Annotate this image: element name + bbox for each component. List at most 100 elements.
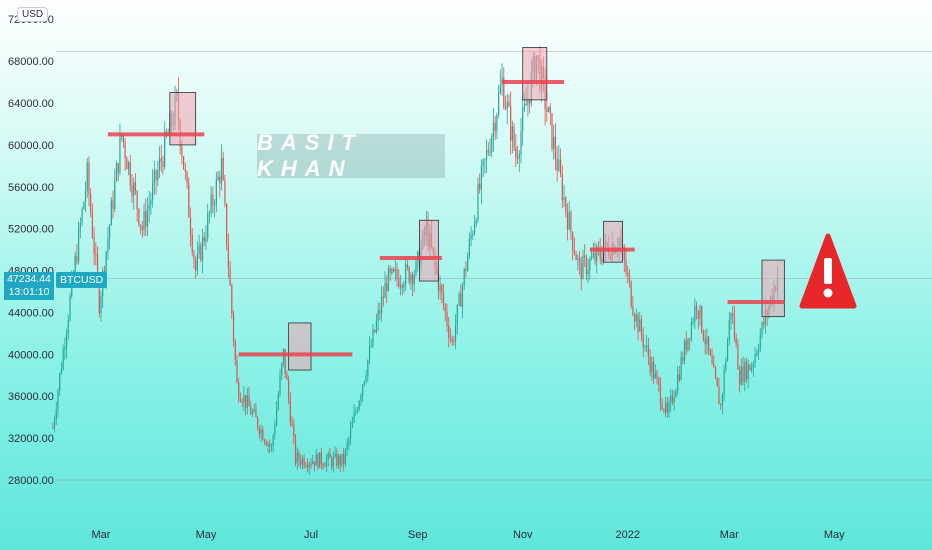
highlight-box	[288, 322, 312, 371]
candle-body	[69, 296, 71, 320]
candle-body	[95, 254, 97, 256]
candle-body	[60, 369, 63, 374]
candle-body	[348, 438, 350, 444]
candle-body	[658, 378, 660, 385]
candle-body	[119, 136, 121, 174]
candle-body	[162, 161, 164, 168]
candle-body	[668, 402, 670, 413]
currency-badge[interactable]: USD	[17, 7, 49, 22]
candle-body	[692, 321, 694, 323]
candle-body	[747, 364, 749, 380]
y-tick-label: 68000.00	[8, 56, 54, 68]
candle-body	[391, 268, 393, 273]
candle-body	[258, 427, 260, 435]
candle-body	[527, 98, 529, 106]
candle-body	[337, 456, 340, 466]
candle-body	[291, 422, 293, 426]
candle-body	[515, 147, 517, 158]
candle-body	[706, 336, 708, 345]
y-tick-label: 32000.00	[8, 433, 54, 445]
candle-body	[153, 170, 155, 183]
candle-body	[487, 150, 489, 153]
candle-body	[739, 369, 741, 385]
candle-body	[331, 457, 333, 467]
candle-body	[270, 445, 273, 447]
candle-body	[215, 179, 217, 205]
candle-body	[659, 384, 662, 405]
candle-body	[582, 255, 584, 280]
candle-body	[315, 454, 317, 466]
x-tick-label: May	[196, 529, 217, 541]
candle-body	[239, 398, 242, 402]
candle-body	[475, 220, 477, 224]
candle-body	[201, 236, 204, 261]
candle-body	[683, 340, 686, 362]
y-tick-label: 52000.00	[8, 224, 54, 236]
candle-body	[675, 390, 677, 398]
x-tick-label: 2022	[615, 529, 639, 541]
candle-body	[551, 113, 553, 149]
candle-body	[592, 252, 594, 257]
candle-body	[554, 136, 557, 159]
candle-body	[646, 345, 648, 347]
candle-body	[274, 425, 276, 436]
candle-body	[356, 410, 359, 412]
candle-body	[358, 401, 360, 411]
candle-body	[491, 136, 493, 153]
warning-icon	[799, 233, 857, 309]
candle-body	[485, 150, 488, 160]
candle-body	[556, 158, 558, 171]
candle-body	[751, 367, 753, 371]
candle-body	[232, 313, 235, 342]
candle-body	[396, 269, 398, 279]
candle-body	[735, 337, 737, 344]
candle-body	[229, 267, 231, 286]
candle-body	[492, 122, 495, 137]
candle-body	[403, 284, 405, 288]
candle-body	[451, 338, 453, 342]
candle-body	[200, 245, 202, 261]
candle-body	[251, 411, 254, 415]
candle-body	[377, 310, 379, 322]
candle-body	[704, 339, 706, 345]
candle-body	[155, 170, 157, 181]
candle-body	[635, 314, 637, 322]
candle-body	[263, 439, 266, 443]
candle-body	[702, 331, 705, 340]
candle-body	[599, 248, 601, 258]
y-tick-label: 56000.00	[8, 182, 54, 194]
candle-body	[312, 461, 314, 464]
candle-body	[308, 463, 310, 468]
candle-body	[525, 103, 527, 106]
y-tick-label: 64000.00	[8, 98, 54, 110]
candle-body	[319, 452, 321, 468]
candle-body	[763, 322, 765, 325]
candle-body	[277, 394, 279, 409]
candle-body	[467, 256, 469, 272]
candle-body	[708, 336, 710, 351]
candle-body	[584, 255, 586, 258]
candle-body	[380, 296, 383, 314]
candle-body	[138, 209, 140, 225]
candle-body	[473, 223, 476, 234]
candle-body	[368, 345, 371, 361]
candle-body	[281, 363, 283, 376]
candle-body	[573, 249, 575, 254]
candle-body	[131, 185, 133, 197]
candle-body	[649, 356, 651, 373]
candle-body	[217, 176, 219, 180]
candle-body	[313, 461, 316, 466]
candle-body	[195, 259, 197, 271]
candle-body	[374, 329, 376, 332]
candle-body	[293, 425, 295, 437]
candle-body	[642, 334, 644, 347]
candle-body	[269, 443, 271, 447]
candle-body	[666, 402, 668, 413]
candle-body	[115, 163, 118, 182]
candle-body	[651, 361, 653, 373]
symbol-label: BTCUSD	[56, 272, 108, 288]
candle-body	[110, 200, 112, 226]
candle-body	[723, 369, 725, 395]
candle-body	[453, 341, 455, 343]
